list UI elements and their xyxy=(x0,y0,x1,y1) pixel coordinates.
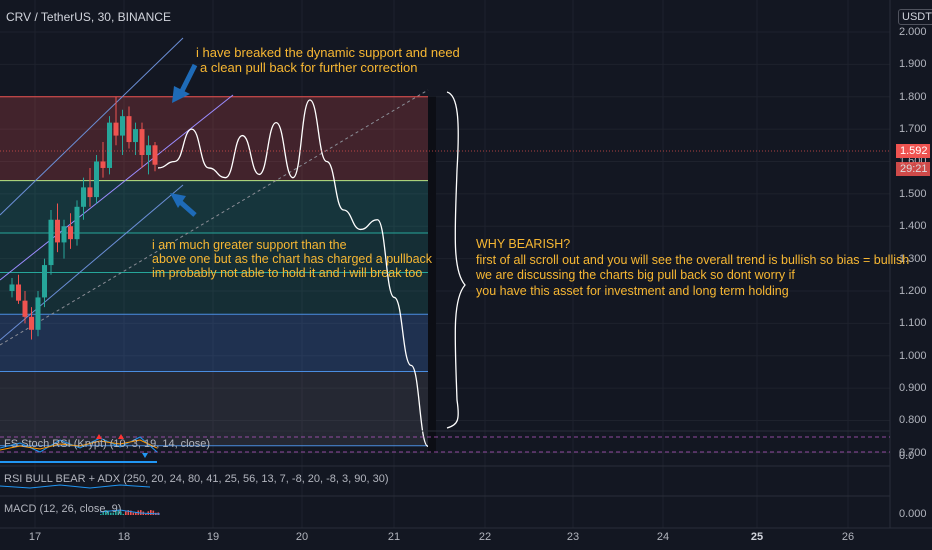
top-arrow xyxy=(172,63,198,103)
stoch-axis-label: 0.0 xyxy=(899,450,915,462)
candle-body xyxy=(133,129,138,143)
time-tick: 20 xyxy=(295,531,309,543)
symbol-title[interactable]: CRV / TetherUS, 30, BINANCE xyxy=(6,10,171,24)
candle-body xyxy=(29,316,34,330)
candle-body xyxy=(61,226,67,243)
time-tick: 19 xyxy=(206,531,220,543)
macd-bar xyxy=(152,510,155,515)
time-tick: 21 xyxy=(387,531,401,543)
candlestick-series xyxy=(9,96,158,340)
zone-green xyxy=(0,180,428,234)
rsi-bull-bear-label[interactable]: RSI BULL BEAR + ADX (250, 20, 24, 80, 41… xyxy=(4,473,389,485)
candle-body xyxy=(48,219,54,266)
price-tick: 1.400 xyxy=(899,220,927,233)
candle-body xyxy=(113,122,119,136)
currency-unit[interactable]: USDT xyxy=(898,9,932,25)
price-tick: 0.900 xyxy=(899,382,927,395)
candle-body xyxy=(100,161,106,168)
macd-bar xyxy=(132,512,135,515)
mid-arrow xyxy=(170,193,197,217)
dynamic-support-line xyxy=(0,89,429,346)
trend-channel xyxy=(0,37,429,346)
zone-red xyxy=(0,96,428,181)
macd-histogram xyxy=(99,509,161,515)
candle-body xyxy=(9,284,15,291)
candle-body xyxy=(146,145,151,156)
macd-axis-label: 0.000 xyxy=(899,508,927,520)
zone-blue xyxy=(0,314,428,372)
support-zones xyxy=(0,96,436,453)
candle-body xyxy=(107,122,112,168)
stoch-rsi-label[interactable]: FS Stoch RSI (Krypt) (10, 3, 19, 14, clo… xyxy=(4,438,211,450)
price-tick: 1.100 xyxy=(899,317,927,330)
candle-body xyxy=(81,187,86,207)
time-tick: 24 xyxy=(656,531,670,543)
candle-body xyxy=(35,297,41,330)
top-annotation: i have breaked the dynamic support and n… xyxy=(196,45,460,75)
mid-annotation: i am much greater support than the above… xyxy=(152,238,433,280)
candle-body xyxy=(87,187,93,198)
price-tick: 0.700 xyxy=(899,446,927,459)
macd-bar xyxy=(110,512,112,515)
price-tick: 1.200 xyxy=(899,284,927,297)
channel-lower-line xyxy=(0,184,184,341)
price-tick: 1.900 xyxy=(899,58,927,71)
right-brace xyxy=(446,91,466,429)
price-tick: 1.700 xyxy=(899,123,927,136)
channel-middle-line xyxy=(0,94,234,281)
macd-bar xyxy=(105,510,107,515)
macd-bar xyxy=(102,511,105,515)
time-tick: 18 xyxy=(117,531,131,543)
candle-body xyxy=(42,265,47,298)
candle-body xyxy=(55,219,60,243)
macd-bar xyxy=(115,510,117,515)
price-tick: 1.800 xyxy=(899,90,927,103)
macd-bar xyxy=(125,511,127,515)
macd-bar xyxy=(130,510,132,515)
candle-body xyxy=(74,206,80,240)
macd-bar xyxy=(100,514,102,515)
macd-bar xyxy=(120,511,122,515)
candle-body xyxy=(152,145,158,165)
channel-upper-line xyxy=(0,37,184,216)
candle-body xyxy=(126,116,132,143)
price-tick: 2.000 xyxy=(899,26,927,38)
stoch-rsi-series xyxy=(0,434,158,458)
time-tick: 25 xyxy=(750,531,764,543)
price-tick: 1.000 xyxy=(899,349,927,362)
current-price-tag: 1.592 xyxy=(896,144,930,158)
projection-path xyxy=(157,99,429,447)
macd-label[interactable]: MACD (12, 26, close, 9) xyxy=(4,503,122,515)
macd-bar xyxy=(150,510,152,515)
macd-line xyxy=(99,509,161,515)
candle-body xyxy=(16,284,21,301)
candle-body xyxy=(22,300,28,317)
price-tick: 0.800 xyxy=(899,414,927,427)
candle-body xyxy=(139,129,145,156)
candle-body xyxy=(68,226,73,240)
right-annotation: WHY BEARISH? first of all scroll out and… xyxy=(476,237,910,298)
time-tick: 23 xyxy=(566,531,580,543)
rsi-bull-bear-series xyxy=(0,484,151,489)
candle-body xyxy=(120,116,125,136)
time-tick: 17 xyxy=(28,531,42,543)
future-divider xyxy=(428,96,436,453)
countdown-tag: 29:21 xyxy=(896,162,930,176)
macd-bar xyxy=(127,510,130,515)
macd-bar xyxy=(112,512,115,515)
macd-bar xyxy=(145,513,147,515)
zone-gray xyxy=(0,371,428,446)
price-tick: 1.300 xyxy=(899,252,927,265)
candle-body xyxy=(94,161,99,198)
macd-bar xyxy=(117,510,120,515)
time-tick: 26 xyxy=(841,531,855,543)
macd-bar xyxy=(135,512,137,515)
zone-teal xyxy=(0,233,428,273)
macd-bar xyxy=(122,513,125,515)
chart-grid xyxy=(0,0,890,528)
price-tick: 1.500 xyxy=(899,187,927,200)
time-tick: 22 xyxy=(478,531,492,543)
macd-bar xyxy=(107,510,110,515)
